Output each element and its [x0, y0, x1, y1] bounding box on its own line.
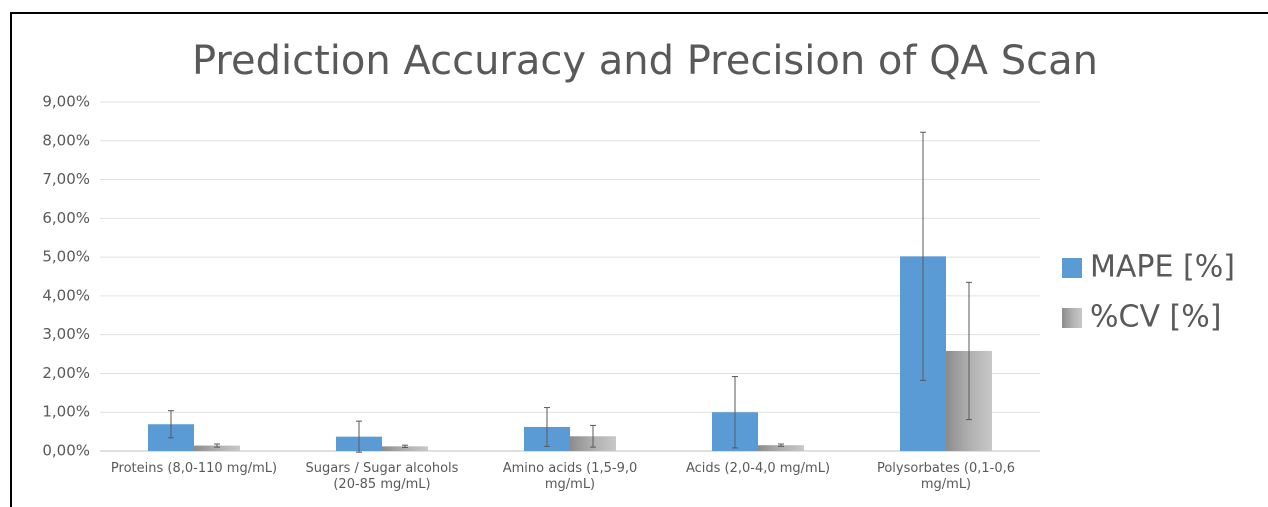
chart-title: Prediction Accuracy and Precision of QA … [192, 38, 1098, 84]
legend-label: %CV [%] [1090, 300, 1221, 335]
y-tick-label: 8,00% [42, 131, 90, 149]
legend-swatch [1062, 308, 1082, 328]
x-tick-label: Amino acids (1,5-9,0 mg/mL) [502, 461, 638, 492]
x-tick-label: Acids (2,0-4,0 mg/mL) [685, 461, 831, 476]
y-tick-label: 3,00% [42, 325, 90, 343]
legend-label: MAPE [%] [1090, 250, 1235, 285]
y-tick-label: 0,00% [42, 442, 90, 460]
y-tick-label: 7,00% [42, 170, 90, 188]
legend-swatch [1062, 258, 1082, 278]
y-tick-label: 5,00% [42, 248, 90, 266]
bar [758, 445, 804, 451]
y-tick-label: 2,00% [42, 364, 90, 382]
y-tick-label: 1,00% [42, 403, 90, 421]
chart-frame [10, 12, 1268, 507]
bar [194, 445, 240, 451]
y-tick-label: 6,00% [42, 209, 90, 227]
bar [382, 446, 428, 451]
y-tick-label: 4,00% [42, 286, 90, 304]
x-tick-label: Polysorbates (0,1-0,6 mg/mL) [876, 461, 1016, 492]
x-tick-label: Sugars / Sugar alcohols (20-85 mg/mL) [305, 461, 459, 492]
y-tick-label: 9,00% [42, 93, 90, 111]
x-tick-label: Proteins (8,0-110 mg/mL) [110, 461, 278, 476]
